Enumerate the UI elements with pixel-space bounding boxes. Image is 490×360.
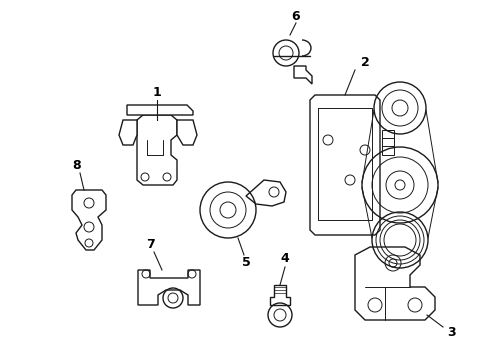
Text: 6: 6: [292, 9, 300, 23]
Text: 8: 8: [73, 158, 81, 171]
Polygon shape: [355, 247, 435, 320]
Polygon shape: [270, 285, 290, 305]
Polygon shape: [127, 105, 193, 115]
Polygon shape: [294, 66, 312, 84]
Text: 3: 3: [447, 327, 455, 339]
Polygon shape: [72, 190, 106, 250]
Polygon shape: [119, 120, 137, 145]
Polygon shape: [382, 130, 394, 155]
Text: 4: 4: [281, 252, 290, 266]
Text: 1: 1: [152, 86, 161, 99]
Polygon shape: [137, 115, 177, 185]
Polygon shape: [138, 270, 200, 305]
Text: 2: 2: [361, 55, 369, 68]
Circle shape: [395, 180, 405, 190]
Text: 5: 5: [242, 256, 250, 270]
Polygon shape: [246, 180, 286, 206]
Polygon shape: [310, 95, 380, 235]
Text: 7: 7: [146, 238, 154, 251]
Polygon shape: [177, 120, 197, 145]
